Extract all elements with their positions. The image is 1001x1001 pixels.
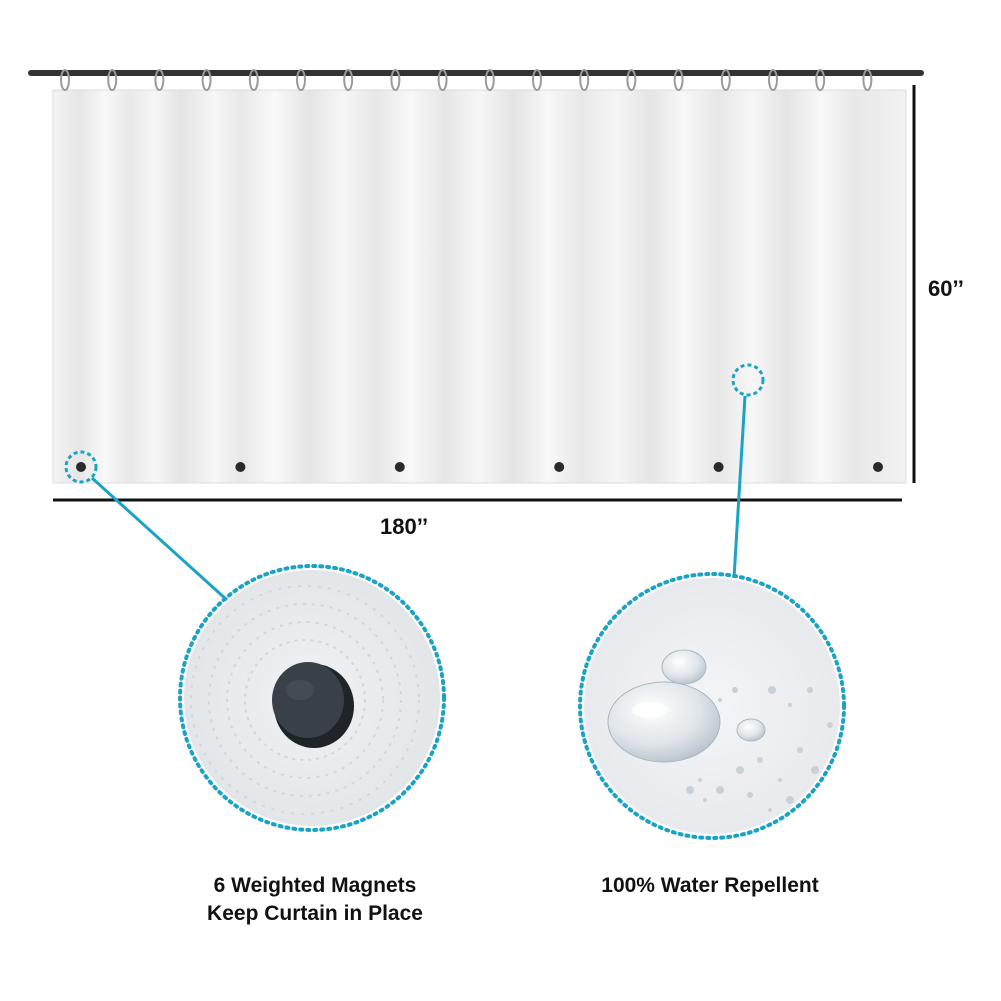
water-droplet [768,686,776,694]
curtain-ring [815,69,826,91]
water-caption-line-1: 100% Water Repellent [601,874,819,897]
hem-magnet [394,462,405,472]
hem-magnet [235,462,246,472]
curtain-ring [343,69,354,91]
water-droplet [797,747,803,753]
water-droplet [732,687,738,693]
curtain-ring [390,69,401,91]
curtain-ring [532,69,542,91]
magnet-callout-marker [64,450,229,602]
height-label: 60’’ [928,276,964,301]
curtain-ring [579,69,590,91]
water-closeup [578,572,846,840]
water-droplet [811,766,819,774]
water-droplet [757,757,763,763]
water-droplet [703,798,707,802]
water-droplet [778,778,782,782]
curtain-ring [626,69,637,91]
hem-magnet [554,462,565,472]
water-droplet [786,796,794,804]
hem-magnet [873,462,883,472]
water-droplet [698,778,702,782]
curtain-ring [201,69,212,91]
curtain-ring [60,69,70,91]
width-label: 180’’ [380,514,429,539]
curtain-rings [60,69,873,91]
water-droplet [747,792,753,798]
water-droplet [718,698,722,702]
curtain-ring [437,69,448,91]
curtain-ring [862,69,873,91]
water-caption: 100% Water Repellent [560,872,860,900]
curtain-ring [673,69,684,91]
water-droplet [768,808,772,812]
magnets-caption: 6 Weighted Magnets Keep Curtain in Place [170,872,460,928]
curtain-panel [52,89,907,484]
water-droplet [807,687,813,693]
water-droplet [788,703,792,707]
magnets-caption-line-2: Keep Curtain in Place [207,902,423,925]
curtain-ring [768,69,778,91]
curtain-ring [296,69,306,91]
water-callout-marker [731,363,765,579]
water-droplet [686,786,694,794]
hem-magnets [76,462,883,472]
magnets-caption-line-1: 6 Weighted Magnets [213,874,417,897]
curtain-ring [484,69,495,91]
hem-magnet [76,462,86,472]
hem-magnet [713,462,724,472]
curtain-ring [248,69,259,91]
curtain-ring [107,69,118,91]
magnet-closeup [178,564,446,832]
water-droplet [736,766,744,774]
curtain-ring [720,69,731,91]
water-droplet [716,786,724,794]
curtain-ring [154,69,165,91]
water-droplet [827,722,833,728]
